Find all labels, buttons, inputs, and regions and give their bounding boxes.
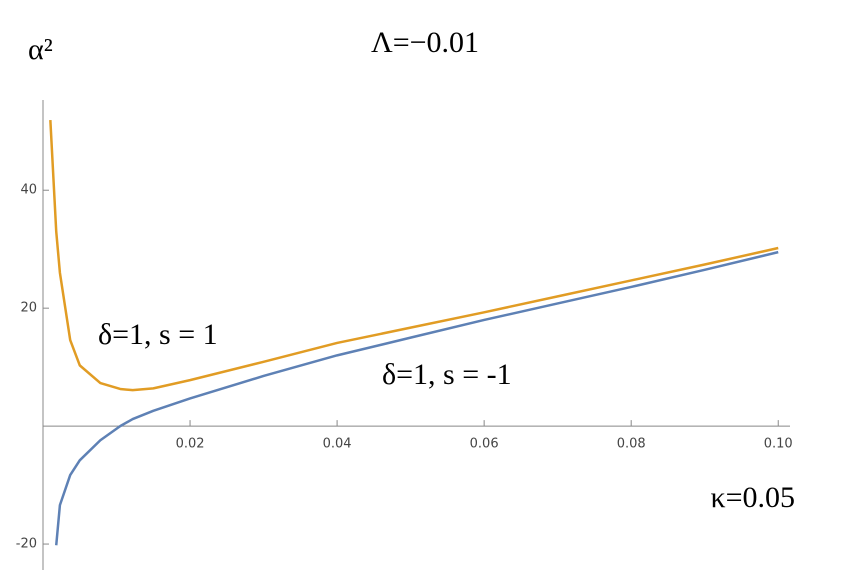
x-tick-label: 0.08 <box>617 437 646 452</box>
y-axis-label: α² <box>28 33 53 66</box>
x-tick-label: 0.06 <box>470 437 499 452</box>
series-line <box>49 119 779 392</box>
annotation: δ=1, s = 1 <box>98 318 218 351</box>
series-line <box>54 250 779 546</box>
y-tick-label: -20 <box>16 537 37 552</box>
annotation: κ=0.05 <box>710 481 795 514</box>
y-tick-label: 40 <box>20 183 37 198</box>
x-tick-label: 0.04 <box>323 437 352 452</box>
annotation: δ=1, s = -1 <box>382 358 512 391</box>
chart-title: Λ=−0.01 <box>371 26 479 59</box>
y-tick-label: 20 <box>20 301 37 316</box>
x-tick-label: 0.10 <box>764 437 793 452</box>
x-tick-label: 0.02 <box>176 437 205 452</box>
